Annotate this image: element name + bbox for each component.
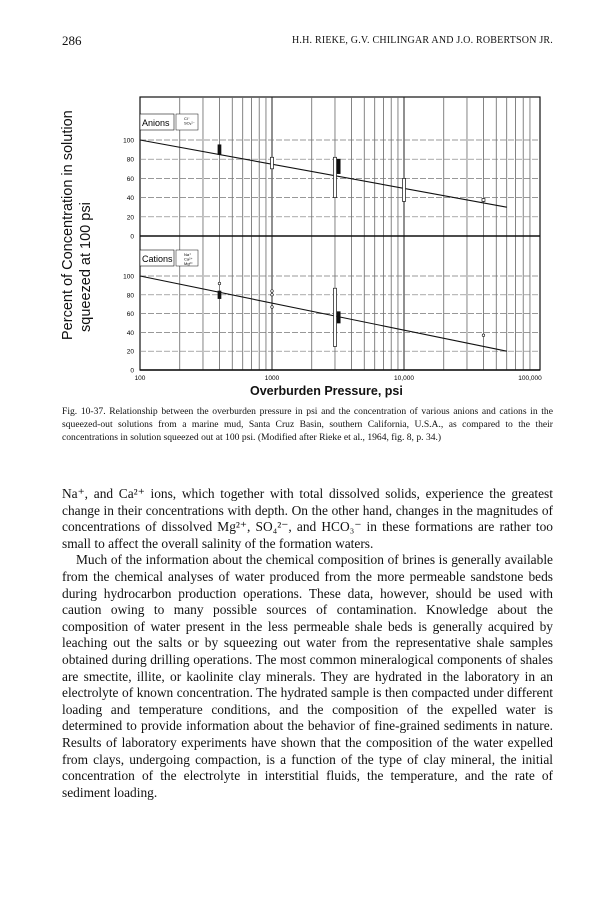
range-bar [217, 144, 222, 155]
y-tick-label: 0 [130, 368, 134, 375]
y-tick-label: 80 [127, 157, 135, 164]
x-tick-label: 100 [135, 375, 146, 382]
y-tick-label: 20 [127, 214, 135, 221]
legend-entry: Ca²⁺ [184, 257, 193, 262]
panel-label: Cations [142, 254, 173, 264]
x-axis-title: Overburden Pressure, psi [250, 384, 403, 398]
plot-frame [139, 96, 541, 371]
trend-line [139, 275, 507, 352]
x-tick-label: 100,000 [518, 375, 542, 382]
range-bar [217, 290, 222, 299]
data-point [217, 281, 222, 286]
range-bar [270, 156, 274, 170]
panel-label: Anions [142, 118, 170, 128]
panel-label-box [139, 249, 175, 267]
y-tick-label: 100 [123, 274, 134, 281]
body-text: Na⁺, and Ca²⁺ ions, which together with … [62, 486, 553, 801]
x-tick-label: 10,000 [394, 375, 414, 382]
legend-entry: Mg²⁺ [184, 261, 193, 266]
y-tick-label: 20 [127, 349, 135, 356]
legend-entry: Na⁺ [184, 252, 191, 257]
y-tick-label: 100 [123, 138, 134, 145]
legend-box [175, 249, 199, 267]
running-header: H.H. RIEKE, G.V. CHILINGAR AND J.O. ROBE… [292, 35, 553, 46]
trend-line [139, 139, 507, 208]
range-bar [336, 311, 341, 324]
y-tick-label: 40 [127, 195, 135, 202]
y-tick-label: 60 [127, 176, 135, 183]
range-bar [333, 287, 337, 347]
data-point [270, 305, 274, 309]
paragraph: Much of the information about the chemic… [62, 552, 553, 800]
y-tick-label: 40 [127, 330, 135, 337]
range-bar [481, 198, 486, 202]
y-tick-label: 0 [130, 234, 134, 241]
figure-chart: 0 20 40 60 80 100 Anions Cl⁻SO₄²⁻ 0 20 40 60 80 100 Ca… [123, 96, 542, 382]
range-bar [402, 178, 406, 202]
legend-entry: SO₄²⁻ [184, 121, 195, 126]
page-number: 286 [62, 33, 82, 48]
range-bar [336, 158, 341, 174]
data-point [270, 293, 274, 297]
y-tick-label: 60 [127, 311, 135, 318]
y-tick-label: 80 [127, 292, 135, 299]
legend-entry: Cl⁻ [184, 116, 190, 121]
paragraph: Na⁺, and Ca²⁺ ions, which together with … [62, 486, 553, 551]
data-point [270, 289, 274, 293]
data-point [481, 333, 486, 337]
figure-caption: Fig. 10-37. Relationship between the ove… [62, 406, 553, 443]
panel-label-box [139, 113, 175, 131]
y-label-line1: Percent of Concentration in solution [60, 110, 76, 340]
legend-box [175, 113, 199, 131]
y-label-line2: squeezed at 100 psi [78, 202, 94, 332]
range-bar [333, 156, 337, 198]
x-tick-label: 1000 [265, 375, 280, 382]
